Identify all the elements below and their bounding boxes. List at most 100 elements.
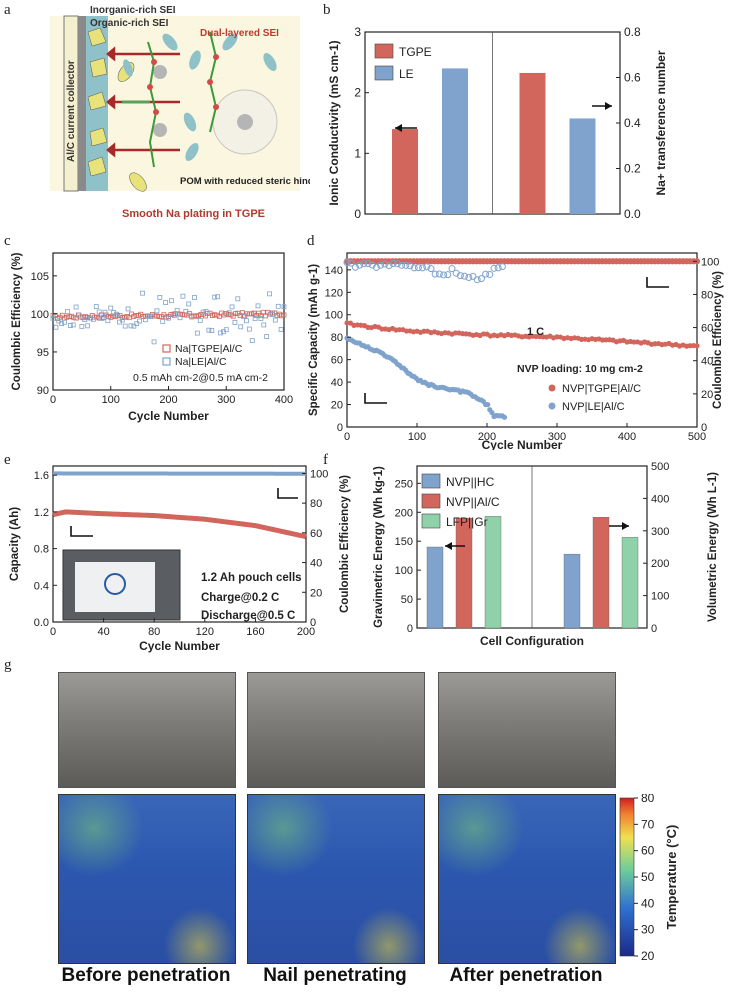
ce-point-1 — [356, 261, 364, 269]
ce-point-1 — [377, 261, 385, 269]
legend-label-0: Na|TGPE|Al/C — [175, 343, 243, 355]
point-na-le-alc — [267, 291, 272, 297]
point-na-le-alc — [62, 319, 67, 325]
x-tick-label: 0 — [50, 394, 56, 406]
thermal-after — [438, 794, 616, 964]
ce-point-1 — [385, 262, 393, 270]
x-axis-label: Cycle Number — [128, 409, 209, 423]
x-tick-label: 200 — [159, 394, 177, 406]
point-na-le-alc — [59, 321, 65, 327]
y-tick-label: 95 — [37, 347, 49, 359]
point-na-le-alc — [145, 313, 151, 319]
y-tick-label: 0 — [354, 207, 361, 221]
point-na-le-alc — [93, 304, 99, 309]
y-tick-label-right: 400 — [651, 493, 669, 505]
point-na-le-alc — [194, 330, 200, 336]
y-tick-label-right: 200 — [651, 558, 669, 570]
legend-marker-1 — [162, 357, 171, 366]
x-tick-label: 100 — [102, 394, 120, 406]
capacity-line — [52, 509, 307, 540]
plot-frame — [52, 465, 307, 623]
y-tick-label-right: 0 — [310, 617, 316, 629]
ce-point-1 — [494, 264, 502, 272]
point-na-le-alc — [212, 294, 218, 300]
caption-after: After penetration — [449, 965, 603, 986]
y-tick-label: 140 — [325, 265, 343, 277]
ce-point-1 — [347, 259, 355, 267]
legend-marker-1 — [548, 402, 556, 410]
label-organic: Organic-rich SEI — [90, 18, 169, 29]
pouch-cell-label — [75, 562, 155, 612]
y-tick-label-right: 80 — [310, 498, 322, 510]
bar-nvpalc-1 — [592, 516, 610, 629]
point-na-le-alc — [252, 316, 258, 321]
ce-point-1 — [498, 263, 506, 271]
legend-marker-0 — [548, 384, 556, 392]
legend-label-0: NVP|TGPE|Al/C — [562, 383, 641, 395]
point-na-le-alc — [119, 317, 125, 323]
x-axis-label: Cycle Number — [139, 639, 220, 653]
panel-label-d: d — [307, 233, 315, 249]
y-axis-label-right: Na+ transference number — [654, 50, 668, 195]
x-tick-label: 500 — [688, 431, 706, 443]
colorbar-tick-label: 80 — [641, 794, 655, 805]
point-na-le-alc — [229, 304, 235, 310]
point-na-le-alc — [85, 323, 91, 329]
sei-schematic: Inorganic-rich SEI Organic-rich SEI Dual… — [50, 5, 310, 220]
x-tick-label: 120 — [196, 626, 214, 638]
point-na-le-alc — [168, 298, 174, 304]
legend-le-label: LE — [399, 67, 414, 81]
panel-label-f: f — [323, 452, 328, 468]
bar-le-1 — [569, 118, 596, 214]
label-pom: POM with reduced steric hindrance — [180, 176, 310, 187]
point-na-le-alc — [56, 318, 62, 324]
y-axis-label: Specific Capacity (mAh g-1) — [308, 264, 320, 416]
photo-before — [58, 672, 236, 788]
label-caption: Smooth Na plating in TGPE — [122, 208, 265, 220]
bar-tgpe-0 — [392, 129, 418, 214]
caption-during: Nail penetrating — [263, 965, 407, 986]
y-tick-label-right: 60 — [310, 528, 322, 540]
ce-point-1 — [490, 264, 498, 272]
ce-point-1 — [482, 270, 490, 278]
point-na-le-alc — [125, 306, 131, 312]
y-tick-label-right: 0.4 — [624, 116, 641, 130]
colorbar-tick-label: 30 — [641, 923, 655, 937]
ce-point-1 — [465, 273, 473, 281]
y-tick-label: 90 — [37, 385, 49, 397]
point-na-le-alc — [137, 318, 143, 324]
y-tick-label: 3 — [354, 25, 361, 39]
arrow-left-head — [395, 124, 402, 132]
y-tick-label: 20 — [331, 400, 343, 412]
legend-label-1: Na|LE|Al/C — [175, 356, 227, 368]
ce-point-1 — [419, 264, 427, 272]
chart-b: 0 1 2 3 0.0 0.2 0.4 0.6 0.8 TGPE LE Ionic Conductiv… — [327, 25, 668, 221]
x-tick-label: 0 — [344, 431, 350, 443]
arrow-right-head — [605, 102, 612, 110]
ce-point-1 — [410, 264, 418, 272]
y-tick-label: 100 — [325, 310, 343, 322]
x-tick-label: 160 — [246, 626, 264, 638]
bar-nvpalc-0 — [455, 517, 473, 629]
y-tick-label-right: 100 — [701, 256, 719, 268]
ce-point-1 — [427, 265, 435, 273]
bar-nvphc-1 — [563, 553, 581, 629]
point-na-le-alc — [76, 312, 82, 318]
y-tick-label: 1.6 — [34, 470, 49, 482]
chart-c: Na|TGPE|Al/CNa|LE|Al/C 0.5 mAh cm-2@0.5 m… — [11, 252, 293, 423]
y-tick-label: 50 — [401, 594, 413, 606]
legend-marker-0 — [162, 344, 171, 353]
ce-point-1 — [402, 261, 410, 269]
y-tick-label: 60 — [331, 355, 343, 367]
chart-e: 1.2 Ah pouch cells Charge@0.2 C Discharge@… — [9, 465, 351, 653]
arrow-capacity — [70, 526, 93, 537]
temperature-colorbar: 20 30 40 50 60 70 80 Temperature (°C) — [619, 794, 679, 963]
point-na-le-alc — [142, 317, 148, 323]
point-na-le-alc — [270, 312, 275, 317]
legend-0-swatch — [421, 473, 441, 489]
point-na-le-alc — [258, 316, 264, 321]
plot-frame — [52, 252, 285, 391]
point-na-le-alc — [264, 334, 270, 339]
point-na-le-alc — [79, 324, 85, 329]
x-tick-label: 300 — [217, 394, 235, 406]
